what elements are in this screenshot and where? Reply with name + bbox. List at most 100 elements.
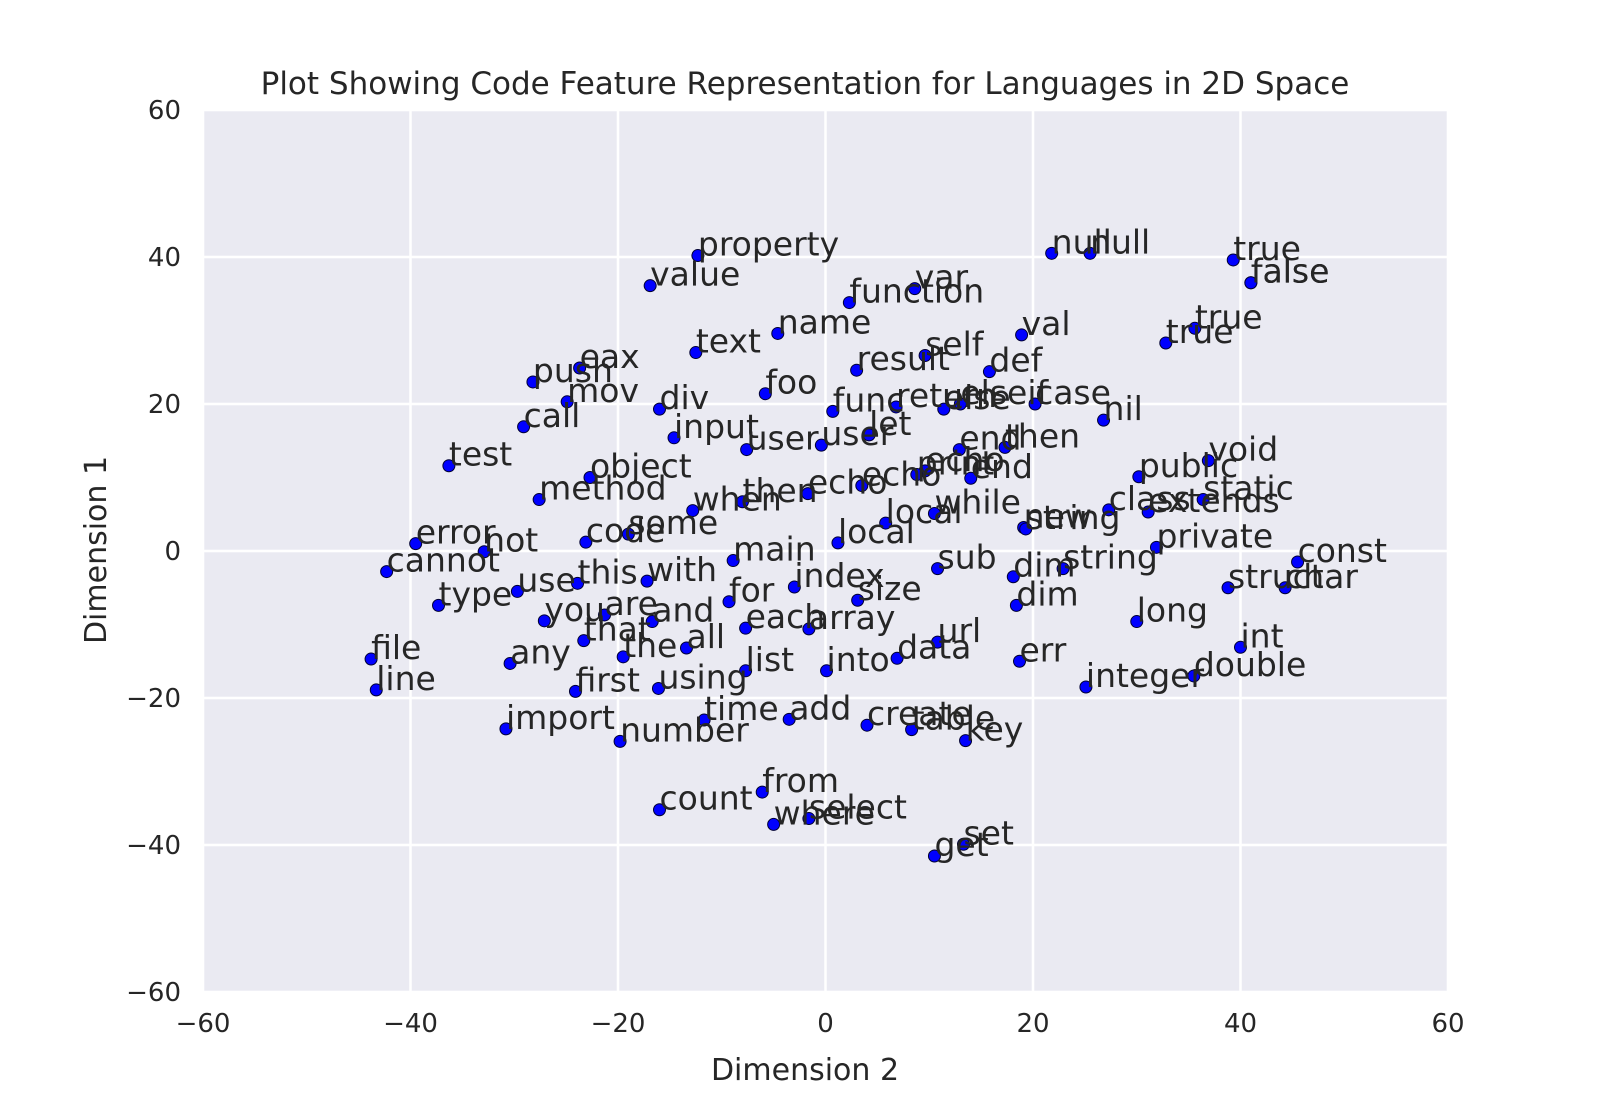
point-label: end xyxy=(971,447,1033,486)
y-tick-label: 40 xyxy=(148,243,181,273)
point-label: user xyxy=(747,419,819,458)
scatter-point xyxy=(667,431,681,445)
scatter-point xyxy=(686,504,700,518)
point-label: char xyxy=(1285,557,1358,596)
point-label: static xyxy=(1203,469,1294,508)
point-label: true xyxy=(1195,297,1263,336)
point-label: call xyxy=(524,396,581,435)
x-axis-ticks: −60 −40 −20 0 20 40 60 xyxy=(176,1009,1465,1039)
scatter-point xyxy=(826,404,840,418)
point-label: some xyxy=(628,503,718,542)
point-label: number xyxy=(620,710,749,749)
point-label: const xyxy=(1298,531,1387,570)
point-label: where xyxy=(774,793,875,832)
point-label: local xyxy=(838,512,915,551)
point-label: while xyxy=(934,483,1021,522)
point-label: user xyxy=(821,414,893,453)
point-label: are xyxy=(605,584,658,623)
scatter-point xyxy=(616,650,630,664)
y-tick-label: 0 xyxy=(164,537,181,567)
scatter-point xyxy=(758,387,772,401)
point-label: val xyxy=(1022,304,1071,343)
scatter-point xyxy=(736,495,749,509)
scatter-point xyxy=(927,849,941,863)
scatter-point xyxy=(380,565,394,579)
point-label: cannot xyxy=(387,541,500,580)
scatter-point xyxy=(910,468,924,482)
point-label: let xyxy=(869,404,911,443)
point-label: count xyxy=(660,779,753,818)
scatter-point xyxy=(1226,253,1240,267)
point-label: using xyxy=(658,657,747,696)
point-label: file xyxy=(371,628,421,667)
point-label: add xyxy=(789,688,851,727)
point-label: with xyxy=(647,550,717,589)
point-label: long xyxy=(1137,591,1208,630)
point-label: var xyxy=(915,258,969,297)
scatter-point xyxy=(959,734,973,748)
scatter-point xyxy=(1244,276,1258,290)
scatter-point xyxy=(782,712,796,726)
point-label: private xyxy=(1156,516,1273,555)
point-label: input xyxy=(674,407,759,446)
point-label: func xyxy=(833,380,905,419)
point-label: when xyxy=(693,480,782,519)
scatter-point xyxy=(964,471,978,485)
scatter-point xyxy=(1102,503,1116,517)
scatter-point xyxy=(851,593,865,607)
scatter-point xyxy=(787,580,801,594)
point-label: object xyxy=(590,447,692,486)
scatter-point xyxy=(860,718,874,732)
point-label: div xyxy=(660,378,710,417)
scatter-point xyxy=(1130,615,1144,629)
point-label: end xyxy=(959,419,1021,458)
scatter-point xyxy=(517,420,531,434)
scatter-point xyxy=(1149,540,1163,554)
scatter-point xyxy=(679,641,693,655)
point-label: value xyxy=(650,255,740,294)
point-label: def xyxy=(989,341,1043,380)
point-label: null xyxy=(1090,222,1150,261)
scatter-point xyxy=(613,734,627,748)
scatter-point xyxy=(908,282,922,296)
point-label: null xyxy=(1052,222,1112,261)
scatter-point xyxy=(722,595,736,609)
point-label: extends xyxy=(1148,481,1280,520)
point-label: table xyxy=(912,699,996,738)
scatter-point xyxy=(640,574,654,588)
point-label: then xyxy=(743,471,818,510)
point-label: all xyxy=(686,617,725,656)
point-label: that xyxy=(584,610,651,649)
scatter-point xyxy=(905,723,919,737)
point-label: list xyxy=(746,640,795,679)
point-label: into xyxy=(827,640,890,679)
point-label: index xyxy=(794,556,884,595)
scatter-point xyxy=(571,576,585,590)
point-label: echo xyxy=(808,463,888,502)
scatter-point xyxy=(1201,454,1215,468)
scatter-point xyxy=(1187,669,1201,683)
x-tick-label: 60 xyxy=(1431,1009,1464,1039)
point-label: push xyxy=(533,351,613,390)
x-tick-label: 40 xyxy=(1224,1009,1257,1039)
point-label: local xyxy=(886,492,963,531)
scatter-point xyxy=(409,537,423,551)
point-label: class xyxy=(1109,479,1191,518)
scatter-point xyxy=(937,402,951,416)
scatter-point xyxy=(842,296,856,310)
point-label: size xyxy=(858,569,922,608)
scatter-point xyxy=(510,584,524,598)
scatter-point xyxy=(1019,522,1033,536)
point-label: dim xyxy=(1016,574,1078,613)
scatter-point xyxy=(739,664,753,678)
x-tick-label: −60 xyxy=(176,1009,231,1039)
point-label: int xyxy=(1241,616,1284,655)
scatter-point xyxy=(645,615,659,629)
scatter-point xyxy=(982,365,996,379)
scatter-point xyxy=(1006,570,1020,584)
point-label: struct xyxy=(1228,557,1324,596)
scatter-point xyxy=(651,681,665,695)
scatter-point xyxy=(739,621,753,635)
point-label: from xyxy=(762,761,839,800)
